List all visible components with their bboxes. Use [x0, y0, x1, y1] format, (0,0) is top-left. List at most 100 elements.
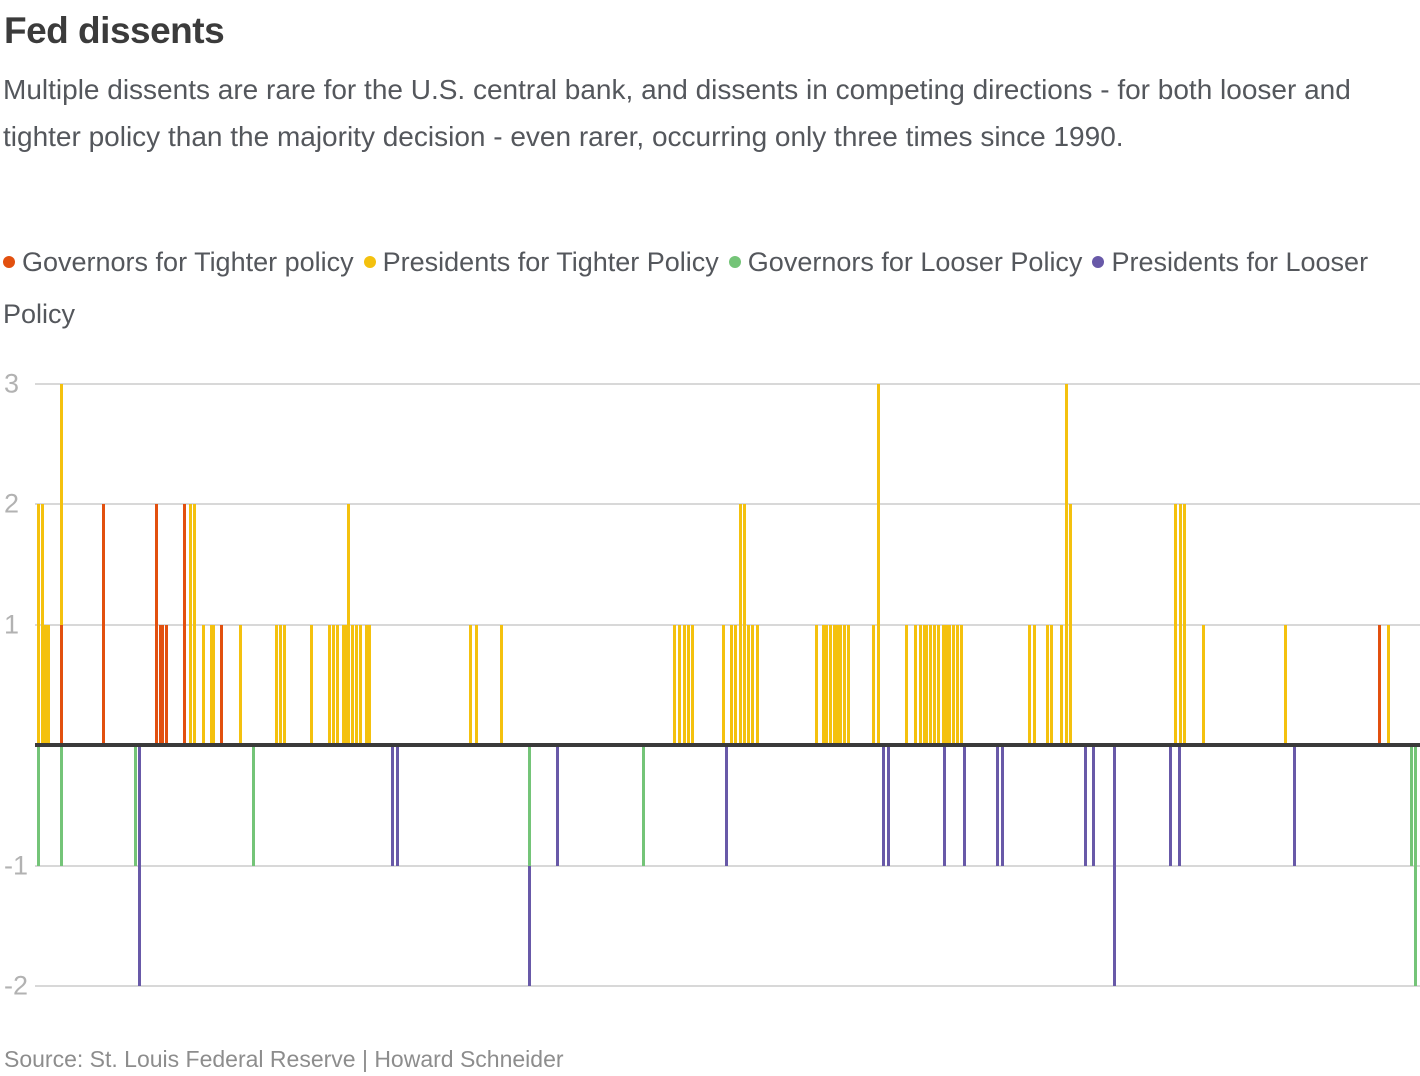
- legend-item-gov_tighter: Governors for Tighter policy: [3, 247, 354, 277]
- bar-pres_looser: [1112, 745, 1116, 986]
- bar-pres_tighter: [201, 624, 205, 746]
- bar-pres_tighter: [832, 624, 836, 746]
- bar-pres_looser: [395, 745, 399, 866]
- legend-item-label: Governors for Tighter policy: [22, 247, 354, 277]
- bar-pres_tighter: [1174, 504, 1178, 746]
- bar-pres_tighter: [918, 624, 922, 746]
- bar-gov_tighter: [102, 504, 106, 746]
- bar-pres_tighter: [1045, 624, 1049, 746]
- bar-pres_tighter: [905, 624, 909, 746]
- bar-gov_tighter: [59, 624, 63, 746]
- bar-pres_tighter: [327, 624, 331, 746]
- bar-pres_looser: [881, 745, 885, 866]
- bar-pres_tighter: [739, 504, 743, 746]
- bar-gov_looser: [134, 745, 138, 866]
- bar-pres_tighter: [944, 624, 948, 746]
- y-tick-label--1: -1: [4, 850, 29, 881]
- bar-pres_tighter: [1065, 384, 1069, 746]
- bar-pres_tighter: [469, 624, 473, 746]
- bar-gov_tighter: [220, 624, 224, 746]
- source-note: Source: St. Louis Federal Reserve | Howa…: [4, 1046, 564, 1072]
- bar-pres_tighter: [682, 624, 686, 746]
- bar-pres_tighter: [331, 624, 335, 746]
- bar-pres_tighter: [279, 624, 283, 746]
- bar-pres_tighter: [672, 624, 676, 746]
- bar-pres_looser: [995, 745, 999, 866]
- bar-pres_tighter: [755, 624, 759, 746]
- x-axis-zero-line: [35, 743, 1420, 748]
- gridline-1: [35, 623, 1420, 626]
- bar-pres_tighter: [734, 624, 738, 746]
- bar-pres_tighter: [747, 624, 751, 746]
- bar-pres_tighter: [209, 624, 213, 746]
- bar-pres_tighter: [743, 504, 747, 746]
- legend-item-pres_looser: Presidents for Looser Policy: [3, 247, 1368, 329]
- y-tick-label--2: -2: [4, 970, 29, 1001]
- bar-gov_tighter: [158, 624, 162, 746]
- bar-pres_tighter: [193, 504, 197, 746]
- bar-pres_tighter: [677, 624, 681, 746]
- bar-pres_tighter: [1028, 624, 1032, 746]
- bar-pres_tighter: [36, 504, 40, 746]
- gridline--1: [35, 864, 1420, 867]
- chart-subtitle: Multiple dissents are rare for the U.S. …: [3, 74, 1351, 152]
- bar-gov_looser: [59, 745, 63, 866]
- bar-gov_tighter: [1378, 624, 1382, 746]
- bar-pres_tighter: [309, 624, 313, 746]
- bar-pres_tighter: [941, 624, 945, 746]
- bar-pres_tighter: [275, 624, 279, 746]
- bar-pres_tighter: [283, 624, 287, 746]
- y-tick-label-2: 2: [4, 488, 20, 519]
- bar-pres_tighter: [1069, 504, 1073, 746]
- bar-pres_tighter: [959, 624, 963, 746]
- bar-pres_tighter: [730, 624, 734, 746]
- bar-pres_looser: [555, 745, 559, 866]
- legend-item-label: Presidents for Tighter Policy: [382, 247, 719, 277]
- gridline-2: [35, 503, 1420, 506]
- bar-pres_tighter: [821, 624, 825, 746]
- bar-pres_tighter: [948, 624, 952, 746]
- bar-gov_looser: [641, 745, 645, 866]
- legend-item-gov_looser: Governors for Looser Policy: [728, 247, 1082, 277]
- bar-gov_tighter: [161, 624, 165, 746]
- bar-pres_tighter: [475, 624, 479, 746]
- legend-dot-icon: [363, 256, 376, 268]
- bar-pres_tighter: [829, 624, 833, 746]
- bar-pres_tighter: [351, 624, 355, 746]
- bar-pres_tighter: [44, 624, 48, 746]
- bar-pres_tighter: [367, 624, 371, 746]
- bar-pres_tighter: [189, 504, 193, 746]
- bar-pres_tighter: [876, 384, 880, 746]
- bar-pres_tighter: [686, 624, 690, 746]
- y-tick-label-3: 3: [4, 368, 20, 399]
- bar-pres_tighter: [1387, 624, 1391, 746]
- bar-pres_tighter: [956, 624, 960, 746]
- bar-pres_tighter: [364, 624, 368, 746]
- bar-pres_tighter: [814, 624, 818, 746]
- bar-pres_tighter: [358, 624, 362, 746]
- bar-pres_looser: [943, 745, 947, 866]
- bar-pres_tighter: [46, 624, 50, 746]
- bar-pres_tighter: [952, 624, 956, 746]
- bar-pres_tighter: [925, 624, 929, 746]
- bar-pres_tighter: [335, 624, 339, 746]
- bar-pres_looser: [1293, 745, 1297, 866]
- bar-pres_looser: [1091, 745, 1095, 866]
- bar-pres_looser: [1178, 745, 1182, 866]
- bar-pres_tighter: [937, 624, 941, 746]
- bar-pres_tighter: [347, 504, 351, 746]
- bar-gov_looser: [252, 745, 256, 866]
- bar-pres_tighter: [1179, 504, 1183, 746]
- bar-pres_tighter: [1032, 624, 1036, 746]
- bar-pres_tighter: [690, 624, 694, 746]
- legend-dot-icon: [728, 256, 741, 268]
- page-title: Fed dissents: [4, 10, 225, 51]
- bar-pres_looser: [1169, 745, 1173, 866]
- bar-pres_tighter: [344, 624, 348, 746]
- bar-pres_tighter: [59, 384, 63, 625]
- bar-pres_tighter: [341, 624, 345, 746]
- bar-pres_tighter: [1284, 624, 1288, 746]
- bar-pres_tighter: [239, 624, 243, 746]
- bar-pres_tighter: [929, 624, 933, 746]
- bar-pres_tighter: [354, 624, 358, 746]
